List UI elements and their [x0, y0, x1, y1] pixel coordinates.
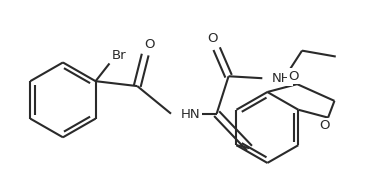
Text: HN: HN	[181, 108, 201, 121]
Text: NH: NH	[272, 72, 292, 85]
Text: O: O	[144, 38, 155, 51]
Text: Br: Br	[112, 49, 127, 62]
Text: O: O	[288, 70, 299, 83]
Text: O: O	[319, 119, 330, 132]
Text: O: O	[207, 32, 218, 45]
